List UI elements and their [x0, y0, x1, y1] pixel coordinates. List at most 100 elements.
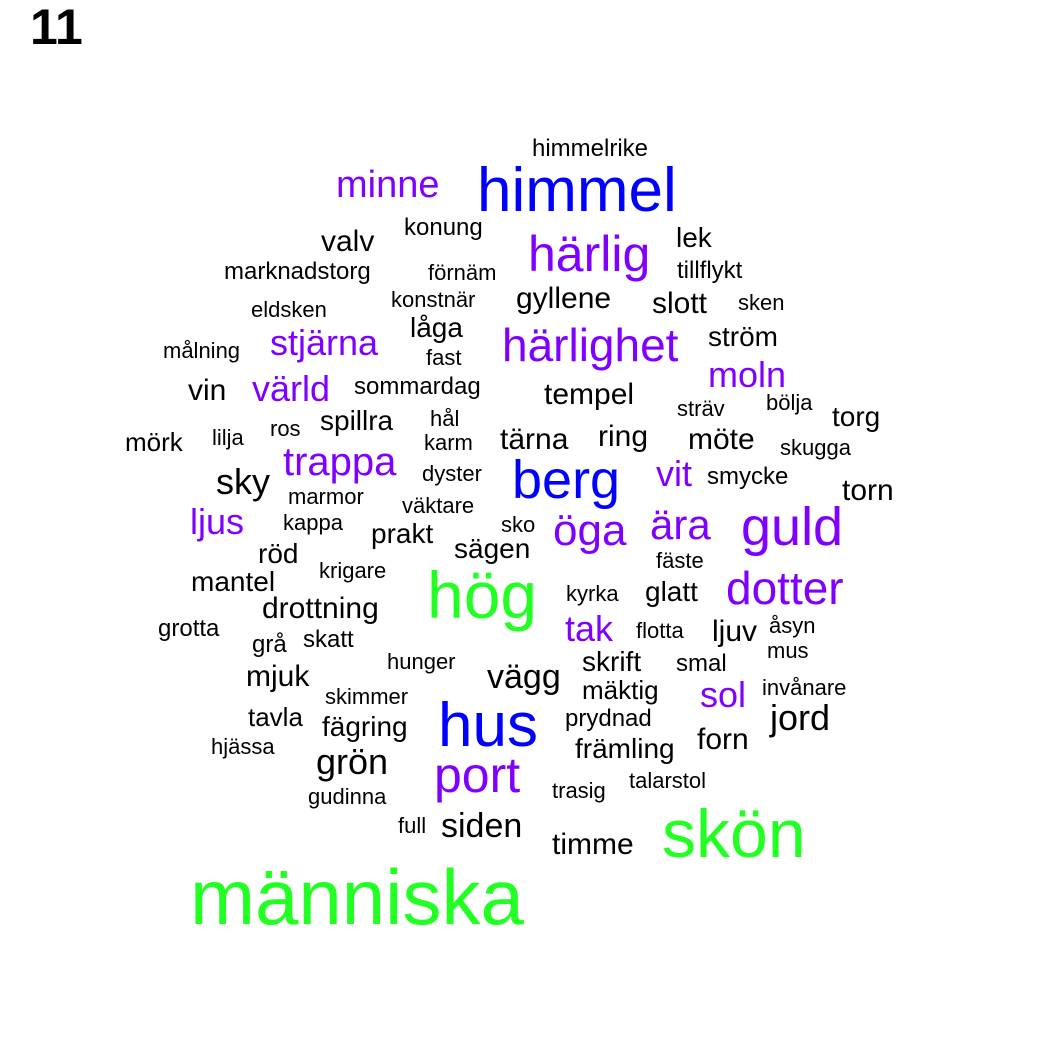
word-eldsken: eldsken — [251, 297, 327, 322]
word-grotta: grotta — [158, 615, 220, 642]
word-jord: jord — [770, 697, 831, 738]
word-ljus: ljus — [190, 501, 245, 542]
word-mörk: mörk — [125, 427, 183, 457]
word-mus: mus — [767, 638, 809, 663]
word-berg: berg — [512, 450, 621, 510]
word-ros: ros — [270, 416, 301, 441]
word-mantel: mantel — [191, 566, 276, 597]
word-sko: sko — [501, 512, 536, 537]
word-bölja: bölja — [766, 390, 813, 415]
word-full: full — [398, 813, 427, 838]
word-tillflykt: tillflykt — [677, 257, 743, 284]
word-glatt: glatt — [645, 576, 698, 607]
word-åsyn: åsyn — [769, 613, 816, 638]
word-prydnad: prydnad — [565, 705, 652, 732]
word-spillra: spillra — [320, 405, 394, 436]
word-målning: målning — [163, 338, 241, 363]
word-kappa: kappa — [283, 510, 343, 535]
word-hus: hus — [438, 691, 538, 760]
word-valv: valv — [321, 225, 375, 258]
word-röd: röd — [258, 538, 299, 569]
word-smal: smal — [676, 650, 727, 677]
word-tavla: tavla — [248, 702, 303, 732]
word-dyster: dyster — [422, 461, 482, 486]
word-väktare: väktare — [402, 493, 475, 518]
word-skatt: skatt — [303, 626, 354, 653]
word-möte: möte — [688, 423, 755, 456]
word-torn: torn — [842, 474, 894, 507]
word-sken: sken — [738, 290, 785, 315]
word-lilja: lilja — [212, 425, 244, 450]
word-fägring: fägring — [322, 711, 408, 742]
word-siden: siden — [441, 807, 523, 845]
word-konstnär: konstnär — [391, 287, 476, 312]
word-forn: forn — [697, 723, 749, 756]
word-ära: ära — [650, 501, 711, 548]
word-drottning: drottning — [262, 592, 379, 625]
word-torg: torg — [832, 401, 881, 432]
word-stjärna: stjärna — [270, 322, 379, 363]
word-ljuv: ljuv — [712, 615, 758, 648]
word-ström: ström — [708, 321, 778, 352]
word-minne: minne — [336, 164, 440, 206]
word-gyllene: gyllene — [516, 282, 612, 315]
word-vit: vit — [656, 453, 692, 494]
word-härlighet: härlighet — [502, 319, 679, 371]
word-marmor: marmor — [288, 484, 364, 509]
word-invånare: invånare — [762, 675, 847, 700]
word-låga: låga — [410, 312, 463, 343]
word-trappa: trappa — [283, 440, 397, 484]
word-timme: timme — [552, 828, 634, 861]
word-främling: främling — [575, 733, 675, 764]
word-hål: hål — [430, 406, 460, 431]
word-tärna: tärna — [500, 423, 569, 456]
word-lek: lek — [676, 222, 712, 253]
word-kyrka: kyrka — [566, 581, 619, 606]
word-mäktig: mäktig — [582, 675, 659, 705]
word-flotta: flotta — [636, 618, 684, 643]
word-grön: grön — [316, 741, 389, 782]
panel-label: 11 — [30, 0, 83, 55]
word-moln: moln — [708, 354, 787, 395]
word-krigare: krigare — [319, 558, 387, 583]
word-ring: ring — [598, 420, 649, 453]
word-fast: fast — [426, 345, 462, 370]
word-karm: karm — [424, 430, 473, 455]
word-prakt: prakt — [371, 518, 434, 549]
word-tempel: tempel — [544, 378, 635, 411]
word-skrift: skrift — [582, 646, 642, 677]
word-himmelrike: himmelrike — [532, 135, 649, 162]
word-hög: hög — [427, 558, 538, 632]
word-förnäm: förnäm — [428, 260, 497, 285]
word-port: port — [434, 747, 521, 803]
word-grå: grå — [252, 631, 287, 658]
word-mjuk: mjuk — [246, 660, 310, 693]
word-sol: sol — [700, 674, 747, 715]
word-sommardag: sommardag — [354, 373, 481, 400]
word-öga: öga — [553, 506, 627, 555]
word-gudinna: gudinna — [308, 784, 387, 809]
word-tak: tak — [565, 608, 614, 649]
word-fäste: fäste — [656, 548, 704, 573]
word-sky: sky — [216, 461, 270, 502]
word-skugga: skugga — [780, 435, 851, 460]
word-trasig: trasig — [552, 778, 606, 803]
word-värld: värld — [252, 368, 331, 409]
word-talarstol: talarstol — [629, 768, 707, 793]
word-skön: skön — [662, 796, 806, 872]
word-dotter: dotter — [726, 562, 844, 614]
word-sägen: sägen — [454, 533, 531, 564]
word-vägg: vägg — [487, 658, 561, 696]
word-marknadstorg: marknadstorg — [224, 258, 371, 285]
word-slott: slott — [652, 287, 708, 320]
word-vin: vin — [188, 374, 227, 407]
word-människa: människa — [190, 853, 524, 941]
word-guld: guld — [741, 497, 844, 557]
word-skimmer: skimmer — [325, 684, 409, 709]
word-hjässa: hjässa — [211, 734, 275, 759]
word-konung: konung — [404, 214, 483, 241]
word-hunger: hunger — [387, 649, 456, 674]
word-härlig: härlig — [528, 226, 651, 282]
